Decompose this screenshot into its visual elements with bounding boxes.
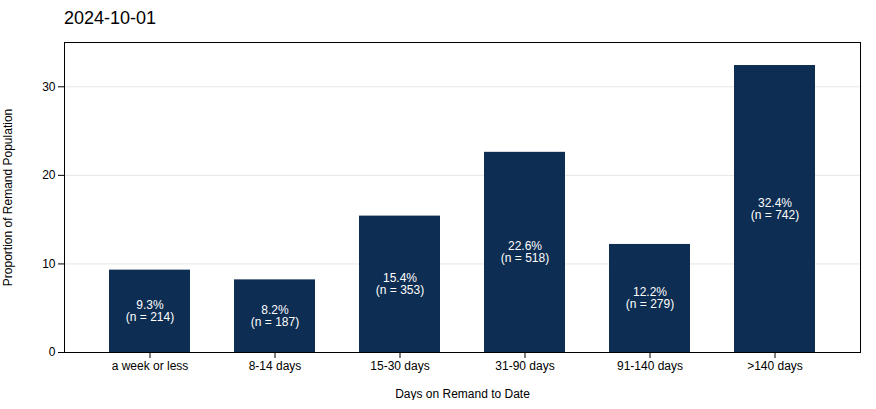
svg-text:30: 30 (42, 80, 56, 94)
svg-text:>140 days: >140 days (747, 359, 803, 373)
svg-text:12.2%(n = 279): 12.2%(n = 279) (626, 285, 674, 311)
svg-text:a week or less: a week or less (112, 359, 189, 373)
svg-text:15.4%(n = 353): 15.4%(n = 353) (376, 271, 424, 297)
svg-text:20: 20 (42, 168, 56, 182)
svg-text:32.4%(n = 742): 32.4%(n = 742) (751, 196, 799, 222)
svg-text:22.6%(n = 518): 22.6%(n = 518) (501, 239, 549, 265)
svg-text:9.3%(n = 214): 9.3%(n = 214) (126, 298, 174, 324)
svg-text:31-90 days: 31-90 days (495, 359, 554, 373)
svg-text:Proportion of Remand Populatio: Proportion of Remand Population (1, 109, 15, 286)
svg-text:10: 10 (42, 257, 56, 271)
svg-text:91-140 days: 91-140 days (617, 359, 683, 373)
svg-text:0: 0 (49, 345, 56, 359)
html-text:2024-10-01: 2024-10-01 (64, 8, 157, 28)
svg-text:8.2%(n = 187): 8.2%(n = 187) (251, 303, 299, 329)
svg-text:8-14 days: 8-14 days (249, 359, 302, 373)
svg-text:Days on Remand to Date: Days on Remand to Date (395, 387, 530, 401)
svg-text:15-30 days: 15-30 days (370, 359, 429, 373)
